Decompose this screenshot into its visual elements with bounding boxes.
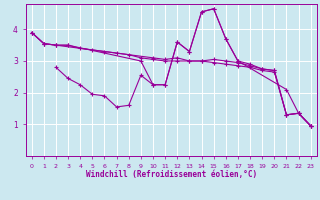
X-axis label: Windchill (Refroidissement éolien,°C): Windchill (Refroidissement éolien,°C) [86,170,257,179]
